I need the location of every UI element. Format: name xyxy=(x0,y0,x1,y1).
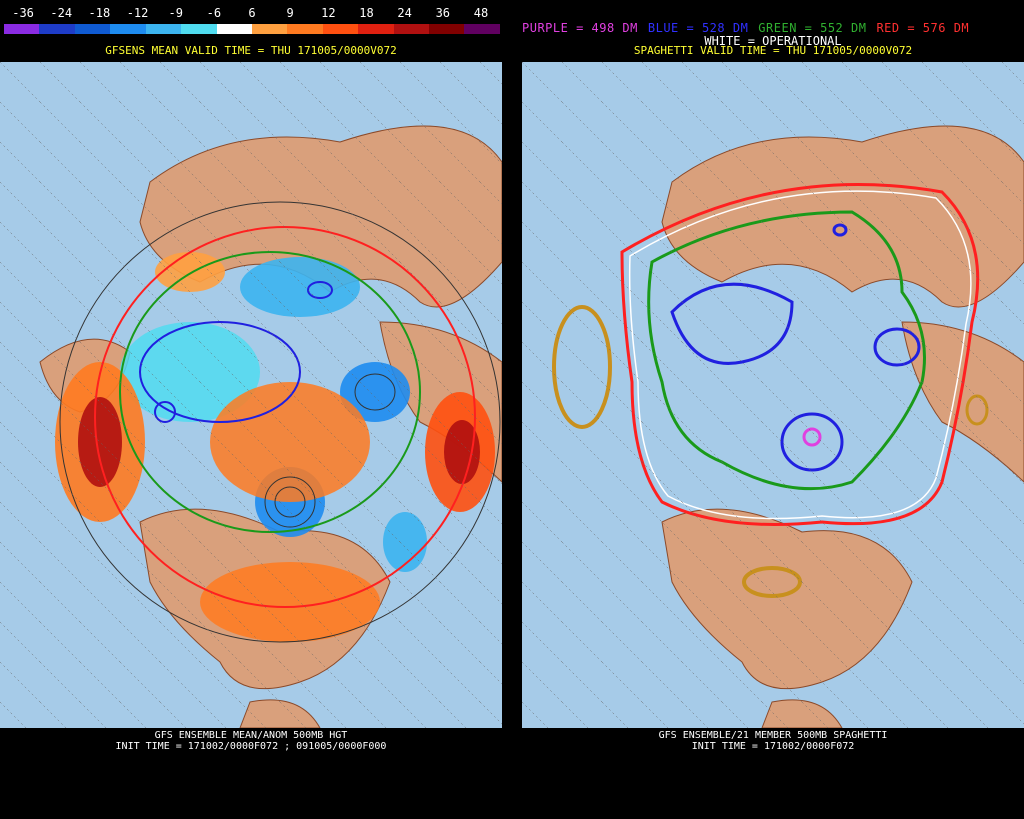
spaghetti-legend: PURPLE = 498 DM BLUE = 528 DM GREEN = 552 … xyxy=(522,21,1024,35)
spaghetti-panel: PURPLE = 498 DM BLUE = 528 DM GREEN = 552 … xyxy=(522,0,1024,819)
spaghetti-legend-item: RED = 576 DM xyxy=(876,21,970,35)
legend-tick: 24 xyxy=(397,6,412,20)
spaghetti-map-graphic xyxy=(522,62,1024,728)
legend-swatch xyxy=(251,24,288,34)
legend-swatch xyxy=(358,24,394,34)
spaghetti-footer-init: INIT TIME = 171002/0000F072 xyxy=(691,741,855,752)
legend-tick: 9 xyxy=(286,6,294,20)
mean-map-graphic xyxy=(0,62,502,728)
spaghetti-legend-item: BLUE = 528 DM xyxy=(647,21,749,35)
mean-footer: GFS ENSEMBLE MEAN/ANOM 500MB HGT INIT TI… xyxy=(0,730,502,752)
legend-swatch xyxy=(393,24,430,34)
legend-swatch xyxy=(74,24,111,34)
operational-legend: WHITE = OPERATIONAL xyxy=(704,34,842,48)
spaghetti-legend-item: PURPLE = 498 DM xyxy=(522,21,638,35)
legend-swatch xyxy=(287,24,323,34)
lat-lon-grid xyxy=(522,62,1024,728)
legend-tick: -9 xyxy=(168,6,183,20)
mean-anomaly-map xyxy=(0,62,502,728)
spaghetti-footer: GFS ENSEMBLE/21 MEMBER 500MB SPAGHETTI I… xyxy=(522,730,1024,752)
panel-divider xyxy=(502,0,522,819)
legend-tick: 36 xyxy=(435,6,451,20)
legend-tick: 6 xyxy=(248,6,256,20)
legend-swatch xyxy=(39,24,75,34)
legend-swatch xyxy=(216,24,252,34)
anomaly-legend-ticks: -36 -24 -18 -12 -9 -6 6 9 12 18 24 36 48 xyxy=(4,6,500,20)
legend-swatch xyxy=(464,24,500,34)
spaghetti-footer-title: GFS ENSEMBLE/21 MEMBER 500MB SPAGHETTI xyxy=(658,730,888,741)
legend-tick: 48 xyxy=(473,6,489,20)
legend-swatch xyxy=(181,24,217,34)
legend-swatch xyxy=(429,24,465,34)
mean-valid-time: GFSENS MEAN VALID TIME = THU 171005/0000… xyxy=(105,44,397,57)
legend-tick: -12 xyxy=(126,6,149,20)
legend-swatch xyxy=(145,24,182,34)
legend-tick: -36 xyxy=(12,6,34,20)
ensemble-mean-panel: -36 -24 -18 -12 -9 -6 6 9 12 18 24 36 48 GFSENS MEAN… xyxy=(0,0,502,819)
spaghetti-map xyxy=(522,62,1024,728)
legend-tick: -18 xyxy=(88,6,111,20)
legend-tick: 18 xyxy=(359,6,374,20)
legend-tick: -24 xyxy=(50,6,73,20)
legend-tick: -6 xyxy=(206,6,222,20)
spaghetti-valid-time: SPAGHETTI VALID TIME = THU 171005/0000V0… xyxy=(633,44,913,57)
legend-swatch xyxy=(110,24,146,34)
anomaly-color-bar xyxy=(4,24,500,34)
mean-footer-init: INIT TIME = 171002/0000F072 ; 091005/000… xyxy=(115,741,387,752)
mean-footer-title: GFS ENSEMBLE MEAN/ANOM 500MB HGT xyxy=(154,730,348,741)
legend-swatch xyxy=(322,24,359,34)
legend-tick: 12 xyxy=(321,6,336,20)
spaghetti-legend-item: GREEN = 552 DM xyxy=(758,21,867,35)
legend-swatch xyxy=(4,24,40,34)
lat-lon-grid xyxy=(0,62,502,728)
